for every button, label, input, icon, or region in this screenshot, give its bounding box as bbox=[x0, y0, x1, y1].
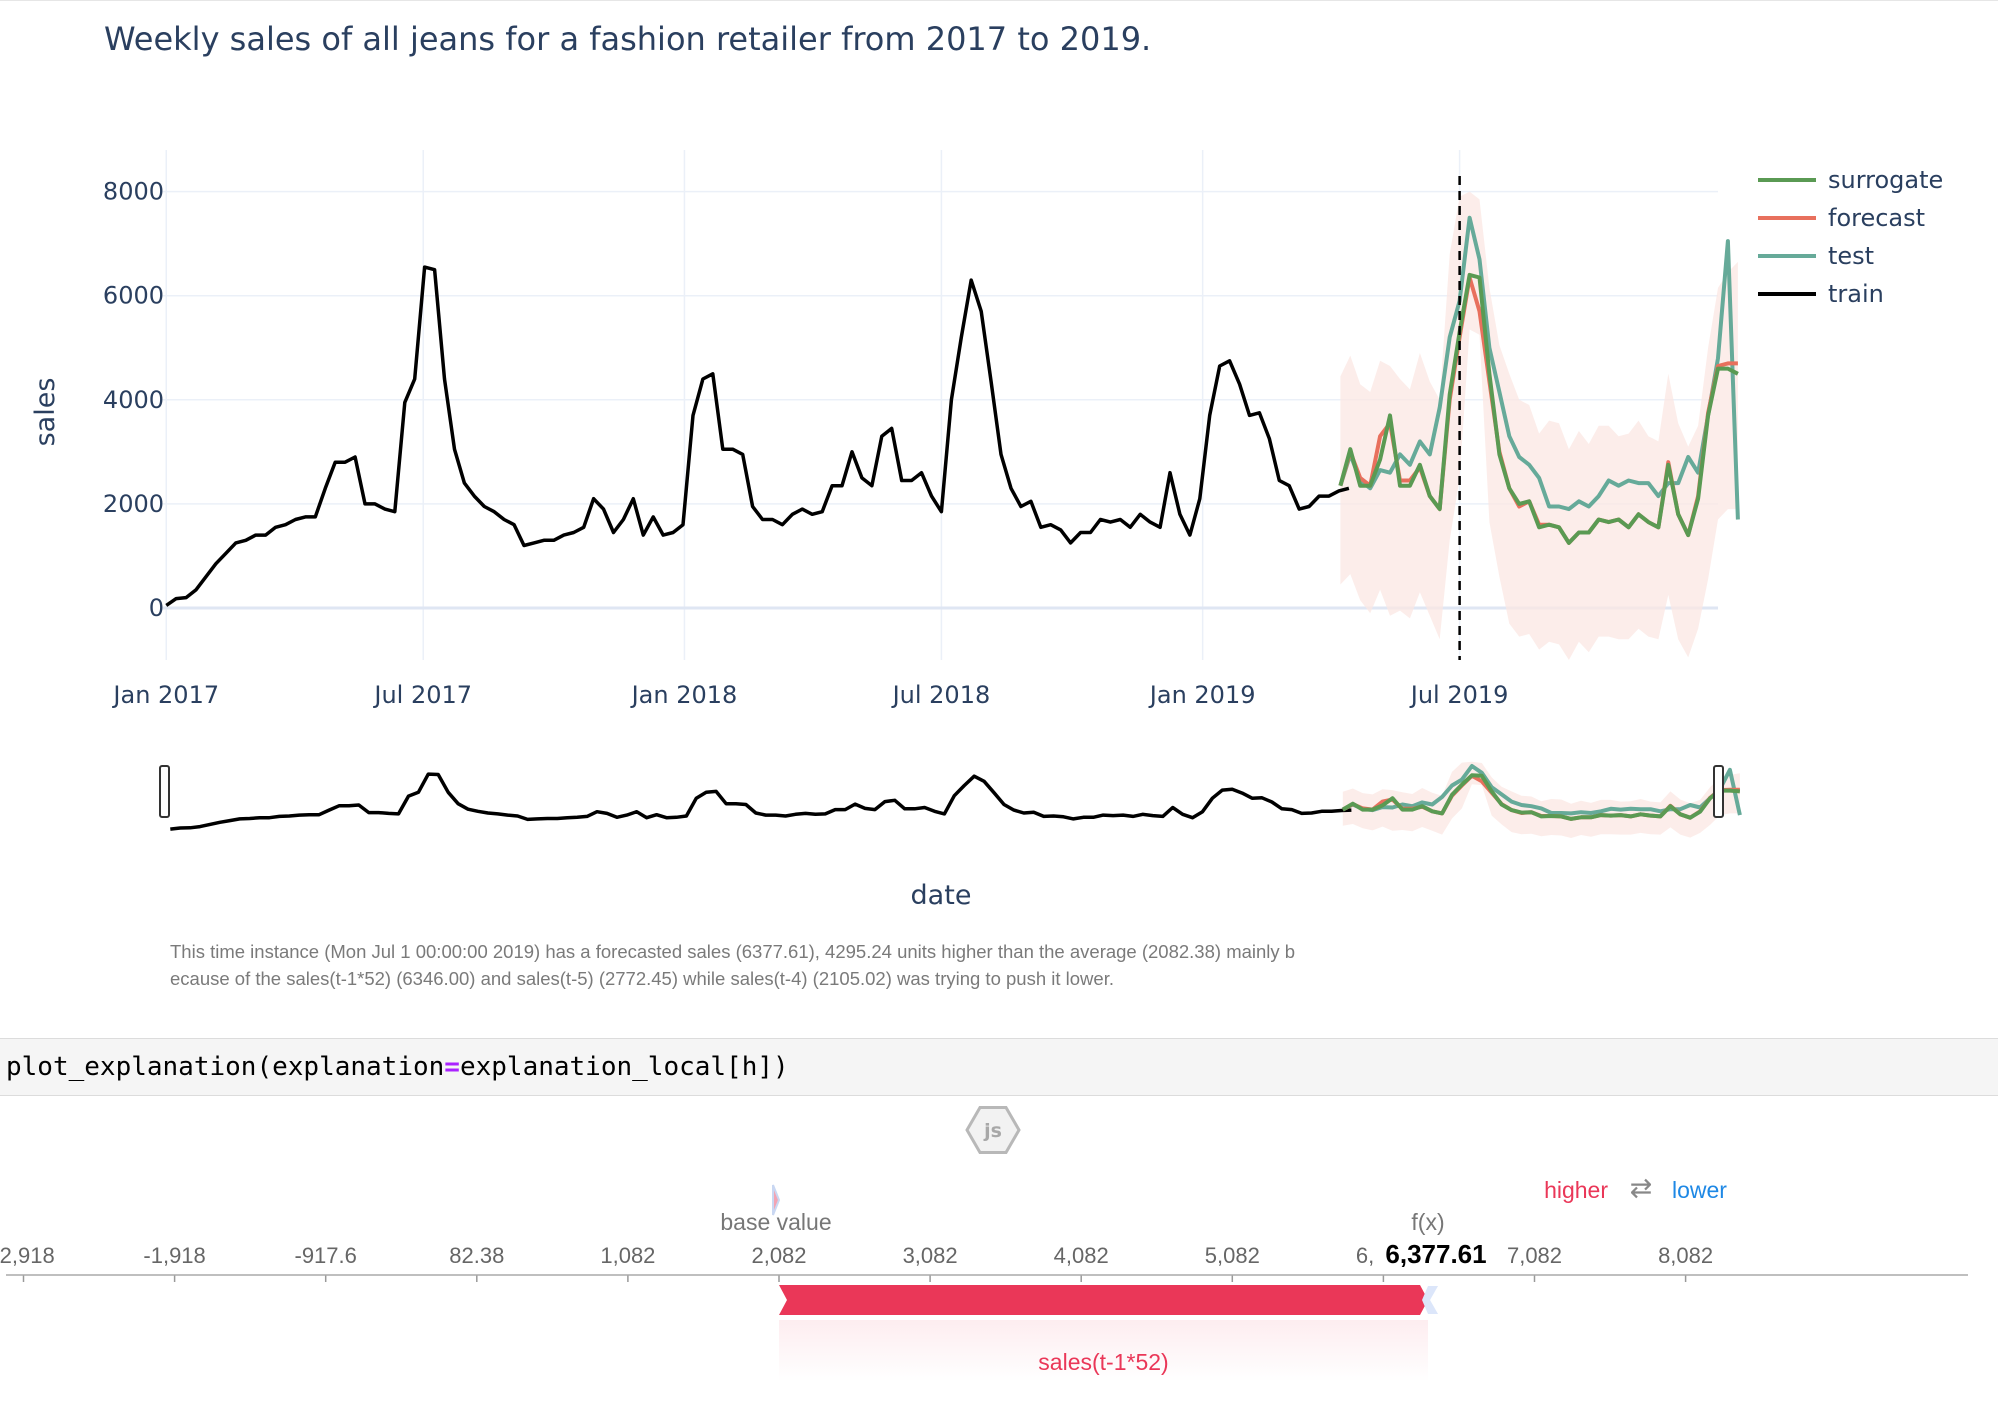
axis-tick-label: -2,918 bbox=[0, 1243, 55, 1268]
axis-tick-label: 3,082 bbox=[903, 1243, 958, 1268]
y-tick-label: 0 bbox=[149, 594, 164, 622]
axis-tick-label: 8,082 bbox=[1658, 1243, 1713, 1268]
js-badge-label: js bbox=[983, 1120, 1002, 1142]
axis-tick-label: -917.6 bbox=[295, 1243, 357, 1268]
series-train-line-mini bbox=[170, 772, 1352, 831]
output-value-halo bbox=[1373, 1238, 1484, 1268]
legend-lower-label: lower bbox=[1672, 1177, 1727, 1203]
forecast-chart: Weekly sales of all jeans for a fashion … bbox=[30, 20, 1943, 911]
legend-label-surrogate: surrogate bbox=[1828, 166, 1943, 194]
fx-label: f(x) bbox=[1411, 1209, 1444, 1235]
y-tick-label: 8000 bbox=[103, 178, 164, 206]
axis-tick-label: 5,082 bbox=[1205, 1243, 1260, 1268]
axis-tick-label: 82.38 bbox=[449, 1243, 504, 1268]
code-cell[interactable]: plot_explanation(explanation=explanation… bbox=[0, 1038, 1998, 1096]
code-operator: = bbox=[444, 1052, 460, 1082]
series-surrogate-line-mini bbox=[1341, 773, 1741, 821]
x-tick-label: Jan 2019 bbox=[1148, 681, 1256, 709]
code-line[interactable]: plot_explanation(explanation=explanation… bbox=[6, 1052, 789, 1082]
axis-tick-label: 1,082 bbox=[600, 1243, 655, 1268]
base-value-label: base value bbox=[720, 1209, 831, 1235]
axis-tick-label: 2,082 bbox=[751, 1243, 806, 1268]
y-tick-label: 6000 bbox=[103, 282, 164, 310]
js-hexagon-icon bbox=[965, 1106, 1021, 1154]
x-axis-title: date bbox=[911, 880, 972, 911]
y-axis-title: sales bbox=[30, 378, 61, 447]
axis-tick-label: -1,918 bbox=[143, 1243, 205, 1268]
feature-label-sales-t-1-52: sales(t-1*52) bbox=[1038, 1349, 1168, 1375]
explanation-text: This time instance (Mon Jul 1 00:00:00 2… bbox=[170, 941, 1296, 989]
legend-label-test: test bbox=[1828, 242, 1874, 270]
chart-title: Weekly sales of all jeans for a fashion … bbox=[104, 20, 1151, 58]
code-prefix: plot_explanation(explanation bbox=[6, 1052, 445, 1082]
range-slider-right-handle bbox=[1713, 765, 1724, 818]
output-value-label: 6,377.61 bbox=[1385, 1239, 1486, 1269]
legend-higher-label: higher bbox=[1544, 1177, 1608, 1203]
x-tick-label: Jan 2017 bbox=[111, 681, 219, 709]
x-tick-label: Jul 2018 bbox=[891, 681, 991, 709]
legend-label-forecast: forecast bbox=[1828, 204, 1925, 232]
legend-label-train: train bbox=[1828, 280, 1884, 308]
x-tick-label: Jul 2019 bbox=[1409, 681, 1509, 709]
series-surrogate-line bbox=[1338, 272, 1739, 545]
higher-lower-arrows-icon: ⇄ bbox=[1630, 1173, 1653, 1204]
axis-tick-label: 4,082 bbox=[1054, 1243, 1109, 1268]
force-bar-sales-t-1-52 bbox=[779, 1285, 1429, 1315]
force-bar-end-chevron bbox=[1422, 1286, 1439, 1314]
range-slider-band bbox=[1342, 761, 1740, 838]
code-suffix: explanation_local[h]) bbox=[459, 1052, 789, 1082]
range-slider-left-handle bbox=[159, 765, 170, 818]
force-bar-start-chevron bbox=[772, 1184, 781, 1216]
x-tick-label: Jan 2018 bbox=[630, 681, 738, 709]
axis-tick-label: 7,082 bbox=[1507, 1243, 1562, 1268]
y-tick-label: 2000 bbox=[103, 490, 164, 518]
series-train-line bbox=[165, 265, 1350, 607]
y-tick-label: 4000 bbox=[103, 386, 164, 414]
x-tick-label: Jul 2017 bbox=[372, 681, 472, 709]
prediction-interval-band bbox=[1340, 191, 1738, 660]
force-bar-fade bbox=[779, 1320, 1429, 1382]
page-top-border bbox=[0, 0, 1998, 1]
